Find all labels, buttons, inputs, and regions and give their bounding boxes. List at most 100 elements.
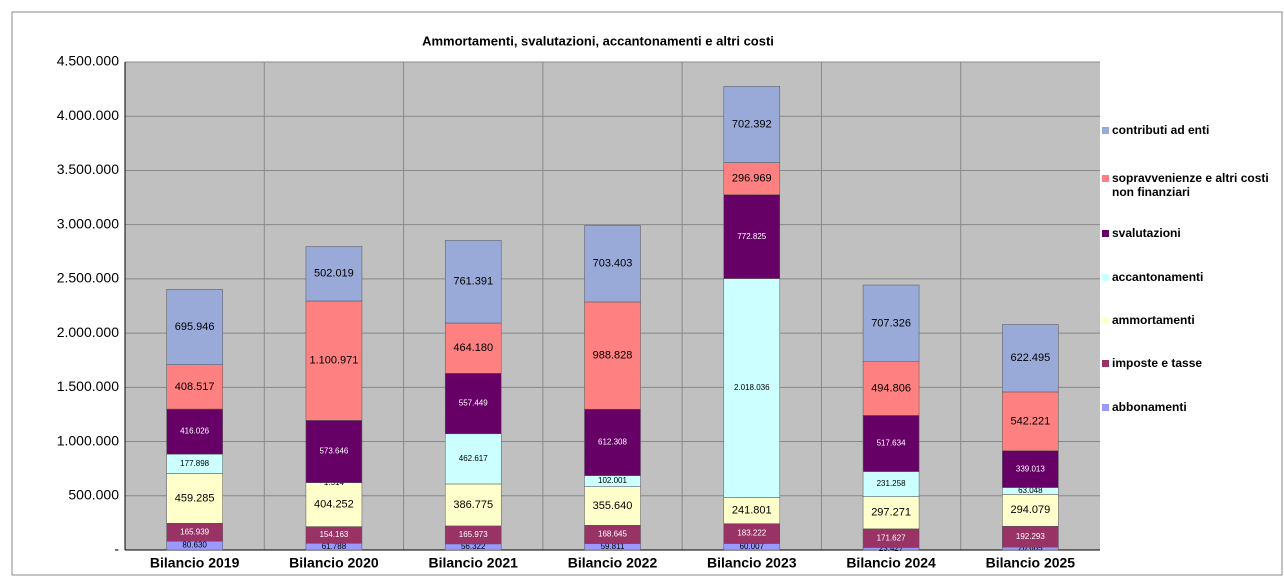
data-label: 573.646: [319, 447, 348, 456]
legend-swatch: [1102, 360, 1109, 367]
y-tick-label: 4.500.000: [57, 53, 119, 69]
bar-segment: [1002, 324, 1059, 393]
bar-segment: [166, 473, 223, 524]
data-label: 517.634: [877, 439, 906, 448]
data-label: 1.100.971: [309, 355, 358, 367]
data-label: 404.252: [314, 499, 354, 511]
y-tick-label: 3.000.000: [57, 215, 119, 231]
legend-swatch: [1102, 317, 1109, 324]
data-label: 183.222: [737, 529, 766, 538]
data-label: 61.788: [322, 542, 347, 551]
data-label: 177.898: [180, 459, 209, 468]
data-label: 171.627: [877, 533, 906, 542]
y-tick-label: 500.000: [68, 486, 119, 502]
legend-label: abbonamenti: [1112, 400, 1187, 414]
data-label: 988.828: [593, 349, 633, 361]
bar-segment: [584, 225, 641, 303]
data-label: 192.293: [1016, 532, 1045, 541]
y-tick-label: 3.500.000: [57, 161, 119, 177]
data-label: 761.391: [453, 276, 493, 288]
data-label: 165.973: [459, 530, 488, 539]
legend-label: svalutazioni: [1112, 226, 1181, 240]
y-tick-label: 1.000.000: [57, 432, 119, 448]
data-label: 386.775: [453, 499, 493, 511]
legend-swatch: [1102, 127, 1109, 134]
data-label: 695.946: [175, 321, 215, 333]
y-tick-label: 4.000.000: [57, 107, 119, 123]
data-label: 612.308: [598, 438, 627, 447]
y-tick-label: -: [114, 541, 119, 557]
bar-segment: [305, 300, 363, 421]
x-tick-label: Bilancio 2025: [986, 555, 1076, 571]
legend-label: contributi ad enti: [1112, 123, 1210, 137]
data-label: 772.825: [737, 232, 766, 241]
bar-segment: [862, 471, 920, 497]
bar-segment: [166, 289, 223, 365]
legend-item: abbonamenti: [1100, 400, 1284, 414]
data-label: 60.007: [740, 542, 765, 551]
data-label: 297.271: [871, 507, 911, 519]
data-label: 703.403: [593, 258, 633, 270]
data-label: 296.969: [732, 173, 772, 185]
x-tick-label: Bilancio 2022: [568, 555, 658, 571]
data-label: 459.285: [175, 492, 215, 504]
bar-segment: [862, 415, 920, 472]
legend-label: sopravvenienze e altri costi non finanzi…: [1112, 171, 1269, 199]
y-tick-label: 2.000.000: [57, 324, 119, 340]
legend-label: accantonamenti: [1112, 270, 1204, 284]
legend-item: svalutazioni: [1100, 226, 1284, 240]
legend-swatch: [1102, 404, 1109, 411]
bar-segment: [444, 373, 502, 435]
bar-segment: [862, 361, 920, 416]
bar-segment: [862, 284, 920, 362]
data-label: 168.645: [598, 529, 627, 538]
x-tick-label: Bilancio 2020: [289, 555, 379, 571]
y-tick-label: 1.500.000: [57, 378, 119, 394]
data-label: 707.326: [871, 317, 911, 329]
data-label: 63.048: [1018, 486, 1043, 495]
data-label: 56.322: [461, 542, 486, 551]
data-label: 464.180: [453, 342, 493, 354]
bar-segment: [723, 194, 781, 279]
data-label: 26.665: [1018, 544, 1043, 553]
data-label: 702.392: [732, 118, 772, 130]
bar-segment: [1002, 391, 1059, 452]
x-tick-label: Bilancio 2019: [150, 555, 240, 571]
bar-segment: [305, 482, 363, 527]
data-label: 231.258: [877, 479, 906, 488]
legend-swatch: [1102, 230, 1109, 237]
legend-swatch: [1102, 274, 1109, 281]
bar-segment: [444, 240, 502, 324]
bar-segment: [584, 301, 641, 410]
bar-segment: [305, 420, 363, 483]
bar-segment: [166, 364, 223, 410]
legend-item: imposte e tasse: [1100, 356, 1284, 370]
legend-label: imposte e tasse: [1112, 356, 1203, 370]
legend-item: ammortamenti: [1100, 313, 1284, 327]
x-tick-label: Bilancio 2021: [428, 555, 518, 571]
bar-segment: [166, 408, 223, 455]
data-label: 339.013: [1016, 464, 1045, 473]
x-tick-label: Bilancio 2023: [707, 555, 797, 571]
data-label: 462.617: [459, 454, 488, 463]
data-label: 502.019: [314, 268, 354, 280]
bar-segment: [1002, 450, 1059, 488]
data-label: 542.221: [1010, 415, 1050, 427]
data-label: 408.517: [175, 381, 215, 393]
bar-segment: [723, 497, 781, 524]
data-label: 23.427: [879, 544, 904, 553]
legend-label: ammortamenti: [1112, 313, 1195, 327]
bar-segment: [723, 86, 781, 163]
data-label: 494.806: [871, 382, 911, 394]
chart-title: Ammortamenti, svalutazioni, accantonamen…: [422, 33, 774, 48]
data-label: 80.630: [182, 541, 207, 550]
data-label: 355.640: [593, 500, 633, 512]
bar-segment: [584, 408, 641, 476]
legend-item: sopravvenienze e altri costi non finanzi…: [1100, 171, 1284, 199]
data-label: 2.018.036: [734, 383, 770, 392]
legend-item: contributi ad enti: [1100, 123, 1284, 137]
data-label: 165.939: [180, 527, 209, 536]
bar-segment: [444, 322, 502, 374]
x-tick-label: Bilancio 2024: [846, 555, 936, 571]
